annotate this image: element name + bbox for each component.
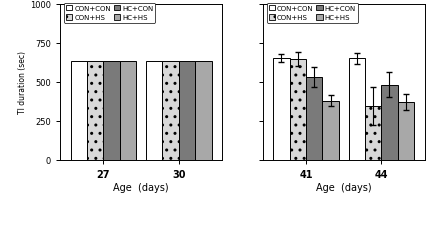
Bar (365, 106, 381, 160)
Legend: CON+CON, CON+HS, HC+CON, HC+HS: CON+CON, CON+HS, HC+CON, HC+HS (266, 4, 358, 23)
Bar (348, 59, 365, 160)
X-axis label: Age  (days): Age (days) (113, 182, 169, 192)
Bar (323, 101, 339, 160)
Bar (398, 103, 414, 160)
Bar (162, 61, 179, 160)
Bar (120, 61, 136, 160)
Bar (146, 61, 162, 160)
Bar (381, 86, 398, 160)
Y-axis label: TI duration (sec): TI duration (sec) (18, 51, 27, 114)
Bar (290, 60, 306, 160)
Bar (103, 61, 120, 160)
Bar (71, 61, 87, 160)
Bar (273, 59, 290, 160)
Bar (87, 61, 103, 160)
Legend: CON+CON, CON+HS, HC+CON, HC+HS: CON+CON, CON+HS, HC+CON, HC+HS (64, 4, 155, 23)
Bar (306, 78, 323, 160)
Bar (195, 61, 211, 160)
X-axis label: Age  (days): Age (days) (316, 182, 372, 192)
Bar (179, 61, 195, 160)
